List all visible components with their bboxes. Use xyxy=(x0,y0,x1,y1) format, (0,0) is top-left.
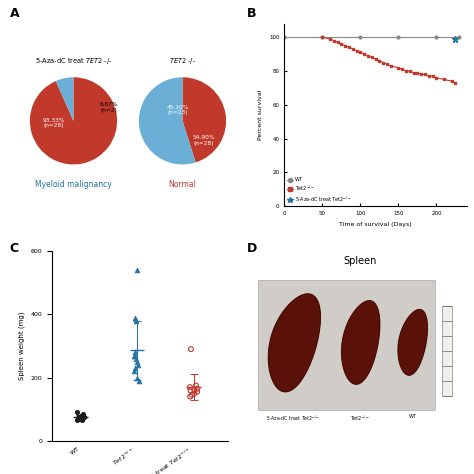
Text: Spleen: Spleen xyxy=(344,256,377,266)
Text: B: B xyxy=(246,7,256,20)
Point xyxy=(77,412,85,419)
X-axis label: Time of survival (Days): Time of survival (Days) xyxy=(339,222,412,227)
Text: 54.90%
(n=28): 54.90% (n=28) xyxy=(193,135,216,146)
Wedge shape xyxy=(56,77,73,121)
Text: D: D xyxy=(246,242,257,255)
Text: C: C xyxy=(9,242,18,255)
Point xyxy=(134,361,142,369)
Polygon shape xyxy=(342,301,380,384)
Text: A: A xyxy=(9,7,19,20)
Point xyxy=(74,416,82,423)
Point xyxy=(186,393,194,401)
Point xyxy=(186,383,194,391)
Point xyxy=(79,412,87,419)
Point xyxy=(187,346,195,353)
Point xyxy=(191,386,198,394)
Point xyxy=(187,386,194,394)
Point xyxy=(74,416,82,423)
Point xyxy=(193,385,201,392)
Point xyxy=(132,348,139,356)
Bar xyxy=(442,306,452,396)
Point xyxy=(81,413,88,421)
Point xyxy=(188,391,196,399)
Polygon shape xyxy=(268,294,320,392)
Wedge shape xyxy=(30,77,117,164)
Point xyxy=(193,388,201,396)
Point xyxy=(74,414,82,422)
Text: WT: WT xyxy=(409,414,416,419)
Y-axis label: Spleen weight (mg): Spleen weight (mg) xyxy=(18,312,25,380)
Text: 93.33%
(n=28): 93.33% (n=28) xyxy=(43,118,65,128)
Point xyxy=(79,417,86,424)
Y-axis label: Percent survival: Percent survival xyxy=(258,90,264,140)
Point xyxy=(192,382,200,389)
Text: 6.67%
(n=2): 6.67% (n=2) xyxy=(100,102,118,113)
Title: 5-Aza-dC treat $\it{TET2}$ -/-: 5-Aza-dC treat $\it{TET2}$ -/- xyxy=(35,56,112,66)
Point xyxy=(132,314,139,321)
Point xyxy=(74,414,82,422)
Wedge shape xyxy=(139,77,196,164)
Title: $\it{TET2}$ -/-: $\it{TET2}$ -/- xyxy=(169,56,196,66)
Point xyxy=(131,352,138,359)
X-axis label: Normal: Normal xyxy=(169,180,196,189)
Point xyxy=(78,415,86,422)
Point xyxy=(76,415,83,422)
Point xyxy=(136,377,143,384)
Point xyxy=(73,417,81,424)
Point xyxy=(73,409,81,416)
X-axis label: Myeloid malignancy: Myeloid malignancy xyxy=(35,180,112,189)
Text: 5-Aza-dC treat $\it{Tet2}^{-/-}$: 5-Aza-dC treat $\it{Tet2}^{-/-}$ xyxy=(266,414,320,423)
Point xyxy=(77,412,85,420)
Point xyxy=(130,367,138,375)
Point xyxy=(133,266,141,274)
Wedge shape xyxy=(182,77,226,163)
Point xyxy=(80,410,87,418)
Point xyxy=(132,355,140,363)
Point xyxy=(133,358,141,365)
Point xyxy=(131,352,138,359)
FancyBboxPatch shape xyxy=(258,280,435,410)
Point xyxy=(191,390,198,397)
Legend: WT, Tet2$^{-/-}$, 5-Aza-dC treat Tet2$^{-/-}$: WT, Tet2$^{-/-}$, 5-Aza-dC treat Tet2$^{… xyxy=(287,177,352,204)
Polygon shape xyxy=(398,310,428,375)
Point xyxy=(80,413,88,421)
Text: 45.10%
(n=23): 45.10% (n=23) xyxy=(167,105,190,115)
Point xyxy=(133,374,140,382)
Text: $\it{Tet2}^{-/-}$: $\it{Tet2}^{-/-}$ xyxy=(350,414,370,423)
Point xyxy=(132,365,139,372)
Point xyxy=(133,317,140,325)
